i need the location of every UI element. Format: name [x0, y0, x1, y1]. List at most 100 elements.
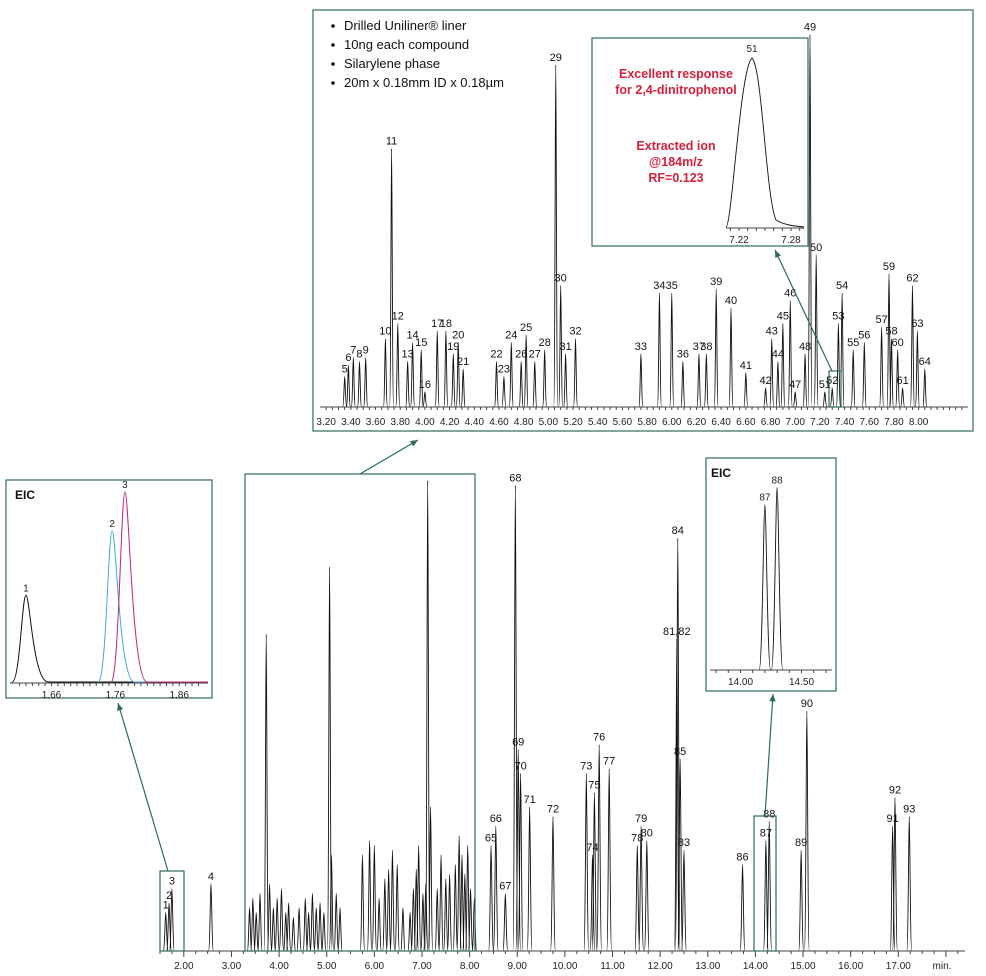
inset-title-line: Excellent response: [619, 67, 733, 81]
inset-x-tick-label: 7.22: [729, 235, 749, 246]
peak-label: 4: [208, 871, 214, 883]
zoom-peak-trace: [558, 284, 564, 408]
zoom-peak-trace: [405, 360, 411, 408]
bullet-dot: [331, 24, 335, 28]
peak-trace: [643, 840, 650, 952]
zoom-peak-label: 57: [875, 314, 887, 326]
zoom-peak-label: 37: [693, 341, 705, 353]
peak-label: 1: [163, 900, 169, 912]
zoom-peak-trace: [553, 64, 559, 408]
zoom-peak-trace: [342, 376, 348, 408]
peak-trace: [425, 479, 431, 952]
peak-label: 2: [166, 890, 172, 902]
zoom-peak-label: 59: [883, 261, 895, 273]
peak-trace: [208, 883, 214, 952]
peak-trace: [517, 772, 524, 952]
peak-label: 68: [509, 472, 521, 484]
zoom-peak-label: 20: [452, 329, 464, 341]
zoom-peak-label: 30: [555, 272, 567, 284]
inset-title-line: for 2,4-dinitrophenol: [615, 83, 737, 97]
inset-peak-trace: [725, 57, 805, 228]
peak-trace: [634, 844, 641, 952]
peak-label: 74: [586, 842, 598, 854]
zoom-peak-trace: [861, 341, 867, 408]
zoom-peak-label: 33: [635, 341, 647, 353]
peak-trace: [376, 897, 382, 952]
zoom-peak-label: 63: [911, 318, 923, 330]
peak-label: 92: [889, 784, 901, 796]
zoom-x-tick-label: 5.60: [613, 417, 633, 428]
zoom-peak-trace: [563, 353, 569, 408]
peak-trace: [471, 897, 478, 952]
zoom-peak-label: 5: [342, 364, 348, 376]
peak-label: 93: [903, 804, 915, 816]
zoom-peak-trace: [410, 341, 415, 408]
zoom-peak-trace: [573, 338, 578, 408]
connector-arrows: [117, 249, 833, 872]
peak-trace: [274, 897, 280, 952]
zoom-peak-trace: [696, 353, 702, 408]
eic2-peak-label: 88: [772, 476, 784, 487]
x-tick-label: 4.00: [269, 961, 289, 972]
peak-trace: [290, 916, 297, 952]
eic2-x-tick-label: 14.00: [728, 677, 753, 688]
peak-trace: [512, 484, 519, 952]
peak-trace: [606, 768, 613, 952]
zoom-peak-label: 32: [569, 326, 581, 338]
peak-trace: [326, 566, 333, 952]
zoom-peak-label: 40: [725, 295, 737, 307]
connector-line: [117, 702, 169, 872]
x-tick-label: 13.00: [695, 961, 720, 972]
peak-trace: [296, 907, 302, 952]
zoom-peak-trace: [769, 338, 775, 408]
zoom-peak-label: 38: [700, 341, 712, 353]
zoom-peak-label: 54: [836, 280, 848, 292]
peak-trace: [246, 907, 253, 952]
zoom-peak-trace: [363, 357, 369, 408]
x-tick-label: 17.00: [886, 961, 911, 972]
peak-trace: [333, 892, 339, 952]
peak-trace: [263, 633, 269, 952]
peak-trace: [394, 864, 400, 952]
zoom-x-tick-label: 5.20: [563, 417, 583, 428]
peak-label: 75: [588, 780, 600, 792]
x-tick-label: 6.00: [365, 961, 385, 972]
peak-trace: [583, 772, 590, 952]
annotation-line: 10ng each compound: [344, 37, 469, 52]
zoom-x-tick-label: 7.40: [835, 417, 855, 428]
peak-trace: [677, 758, 684, 952]
zoom-x-tick-label: 6.40: [711, 417, 731, 428]
peak-trace: [407, 912, 413, 952]
peak-trace: [427, 806, 434, 952]
eic-x-tick-label: 1.76: [106, 690, 126, 701]
zoom-peak-trace: [822, 391, 828, 408]
zoom-peak-label: 21: [457, 356, 469, 368]
peak-label: 84: [672, 525, 684, 537]
zoom-peak-label: 25: [520, 322, 532, 334]
x-tick-label: 15.00: [791, 961, 816, 972]
zoom-peak-label: 13: [402, 348, 414, 360]
zoom-peak-trace: [518, 360, 524, 408]
zoom-peak-label: 61: [896, 375, 908, 387]
peak-trace: [257, 892, 263, 952]
zoom-peak-label: 34: [653, 280, 665, 292]
peak-trace: [766, 820, 773, 952]
eic-series-label: 3: [122, 480, 128, 491]
zoom-peak-label: 47: [789, 379, 801, 391]
zoom-peak-label: 24: [505, 329, 517, 341]
arrow-head: [775, 250, 781, 258]
zoom-x-tick-label: 4.40: [465, 417, 485, 428]
zoom-x-tick-label: 6.80: [761, 417, 781, 428]
zoom-peak-trace: [713, 288, 719, 408]
zoom-x-tick-label: 3.80: [390, 417, 410, 428]
zoom-peak-label: 41: [740, 360, 752, 372]
zoom-peak-trace: [382, 338, 388, 408]
zoom-peak-label: 18: [440, 318, 452, 330]
peak-label: 72: [547, 804, 559, 816]
eic-series-label: 2: [109, 519, 115, 530]
zoom-peak-label: 10: [379, 326, 391, 338]
eic-title: EIC: [15, 488, 35, 502]
peak-label: 88: [763, 808, 775, 820]
eic-x-tick-label: 1.66: [42, 690, 62, 701]
